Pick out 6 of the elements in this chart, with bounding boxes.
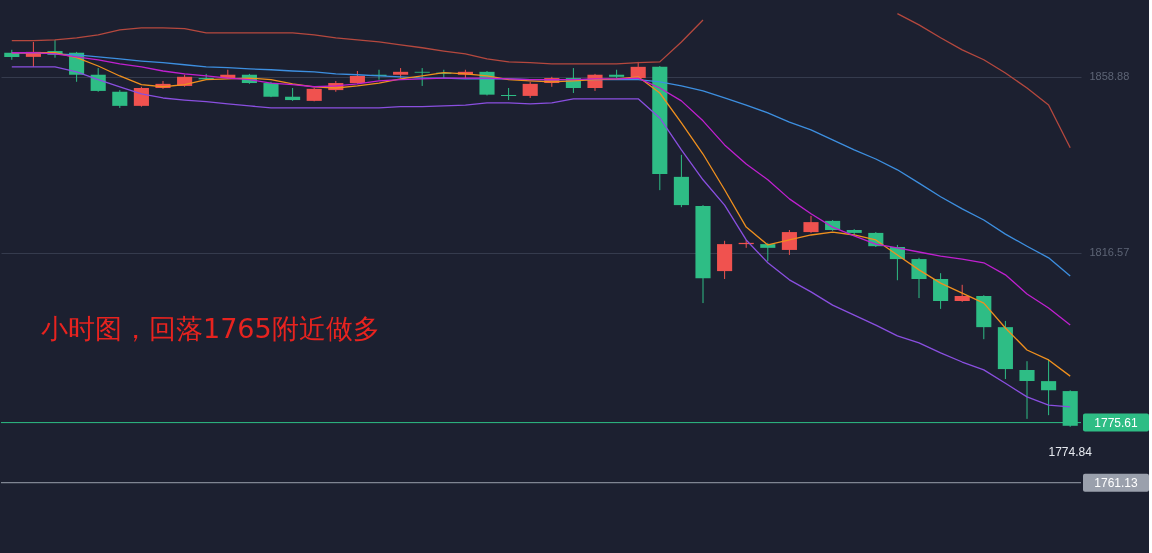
ref-line-label: 1761.13 <box>1094 475 1139 490</box>
ref-line-label: 1775.61 <box>1094 415 1139 430</box>
y-tick-label: 1858.88 <box>1089 70 1130 83</box>
y-tick-label: 1816.57 <box>1089 246 1130 259</box>
annotation: 1774.84 <box>1048 444 1093 459</box>
annotation: 小时图，回落1765附近做多 <box>41 313 380 344</box>
